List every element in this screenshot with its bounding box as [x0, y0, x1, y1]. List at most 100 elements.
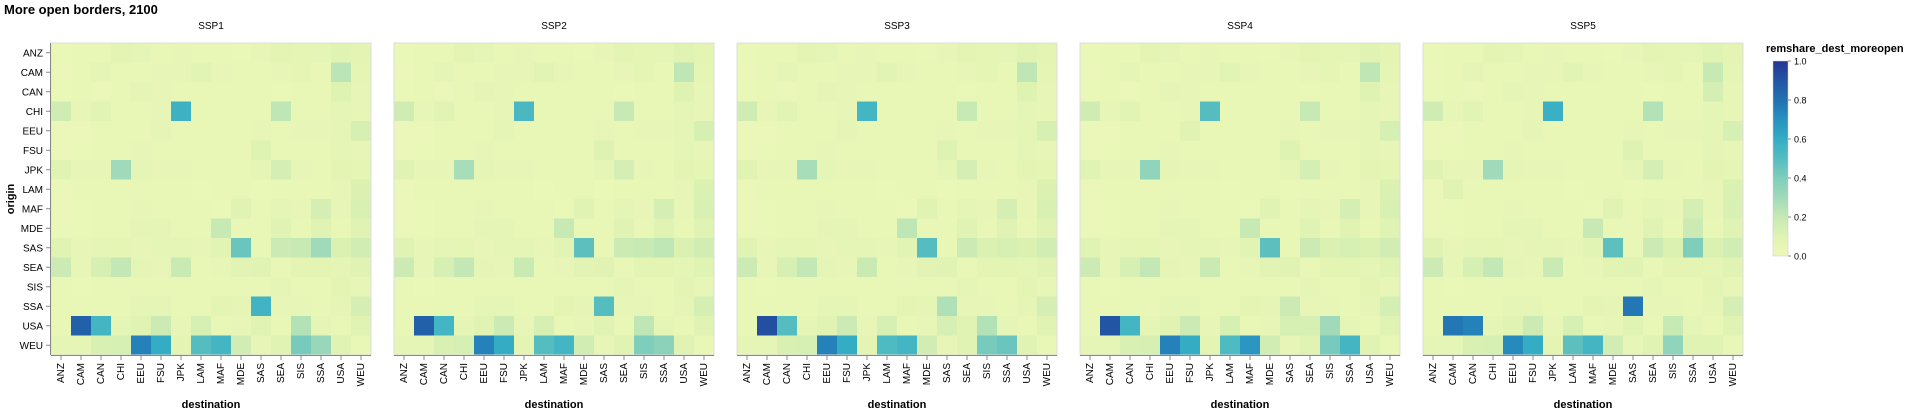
heatmap-cell [1483, 238, 1504, 258]
heatmap-cell [111, 238, 132, 258]
heatmap-cell [1140, 101, 1161, 122]
heatmap-cell [514, 43, 535, 63]
heatmap-cell [71, 238, 92, 258]
heatmap-cell [1443, 218, 1464, 239]
heatmap-cell [1320, 296, 1341, 317]
heatmap-cell [454, 62, 475, 83]
heatmap-cell [291, 160, 312, 180]
heatmap-cell [1643, 277, 1664, 297]
heatmap-cell [1360, 218, 1381, 239]
heatmap-cell [1360, 121, 1381, 141]
heatmap-cell [271, 296, 292, 317]
legend-title: remshare_dest_moreopen [1766, 43, 1904, 55]
heatmap-cell [757, 62, 778, 83]
heatmap-cell [997, 238, 1018, 258]
heatmap-cell [1100, 101, 1121, 122]
heatmap-cell [1683, 218, 1704, 239]
heatmap-cell [1360, 179, 1381, 200]
heatmap-cell [1120, 82, 1141, 102]
heatmap-cell [1483, 160, 1504, 180]
heatmap-cell [171, 257, 192, 278]
heatmap-cell [1320, 179, 1341, 200]
heatmap-cell [1603, 218, 1624, 239]
heatmap-cell [837, 62, 858, 83]
heatmap-cell [1603, 160, 1624, 180]
heatmap-cell [331, 257, 352, 278]
heatmap-cell [1160, 277, 1181, 297]
heatmap-cell [594, 218, 615, 239]
heatmap-cell [1463, 316, 1484, 336]
heatmap-cell [351, 277, 372, 297]
heatmap-cell [554, 160, 575, 180]
heatmap-cell [594, 199, 615, 219]
heatmap-cell [231, 121, 252, 141]
heatmap-cell [654, 238, 675, 258]
heatmap-cell [897, 316, 918, 336]
heatmap-cell [414, 316, 435, 336]
heatmap-cell [111, 101, 132, 122]
heatmap-cell [1603, 140, 1624, 161]
heatmap-cell [1423, 257, 1444, 278]
heatmap-cell [1360, 199, 1381, 219]
heatmap-cell [151, 296, 172, 317]
heatmap-cell [1320, 277, 1341, 297]
heatmap-cell [777, 218, 798, 239]
heatmap-cell [1583, 62, 1604, 83]
heatmap-cell [817, 179, 838, 200]
heatmap-cell [694, 160, 715, 180]
heatmap-cell [817, 101, 838, 122]
heatmap-cell [1663, 316, 1684, 336]
heatmap-cell [654, 101, 675, 122]
heatmap-cell [271, 62, 292, 83]
heatmap-cell [917, 316, 938, 336]
heatmap-cell [1360, 238, 1381, 258]
heatmap-cell [474, 218, 495, 239]
heatmap-cell [737, 140, 758, 161]
heatmap-cell [654, 316, 675, 336]
heatmap-cell [1100, 218, 1121, 239]
heatmap-cell [1503, 335, 1524, 356]
heatmap-cell [1017, 218, 1038, 239]
heatmap-cell [1643, 199, 1664, 219]
heatmap-cell [1080, 43, 1101, 63]
heatmap-cell [534, 199, 555, 219]
heatmap-cell [997, 140, 1018, 161]
heatmap-cell [1523, 62, 1544, 83]
heatmap-cell [1423, 43, 1444, 63]
heatmap-cell [977, 238, 998, 258]
heatmap-cell [191, 82, 212, 102]
heatmap-cell [111, 43, 132, 63]
heatmap-cell [271, 199, 292, 219]
heatmap-cell [1300, 179, 1321, 200]
heatmap-cell [694, 82, 715, 102]
x-tick-label: CHI [1488, 363, 1499, 380]
heatmap-cell [474, 199, 495, 219]
x-tick-label: JPK [176, 363, 187, 382]
heatmap-cell [1140, 257, 1161, 278]
heatmap-cell [937, 199, 958, 219]
heatmap-cell [311, 62, 332, 83]
heatmap-cell [594, 238, 615, 258]
heatmap-cell [877, 296, 898, 317]
heatmap-cell [1340, 316, 1361, 336]
heatmap-cell [311, 296, 332, 317]
heatmap-cell [1583, 140, 1604, 161]
heatmap-cell [1240, 140, 1261, 161]
heatmap-cell [1443, 62, 1464, 83]
heatmap-cell [211, 101, 232, 122]
heatmap-cell [1663, 296, 1684, 317]
heatmap-cell [797, 43, 818, 63]
heatmap-cell [91, 238, 112, 258]
heatmap-cell [311, 199, 332, 219]
heatmap-cell [191, 335, 212, 356]
heatmap-cell [534, 62, 555, 83]
heatmap-cell [251, 296, 272, 317]
heatmap-cell [817, 82, 838, 102]
heatmap-cell [1663, 179, 1684, 200]
heatmap-cell [1140, 160, 1161, 180]
heatmap-cell [817, 218, 838, 239]
heatmap-cell [1663, 160, 1684, 180]
heatmap-cell [1703, 179, 1724, 200]
heatmap-cell [1663, 218, 1684, 239]
heatmap-cell [91, 82, 112, 102]
